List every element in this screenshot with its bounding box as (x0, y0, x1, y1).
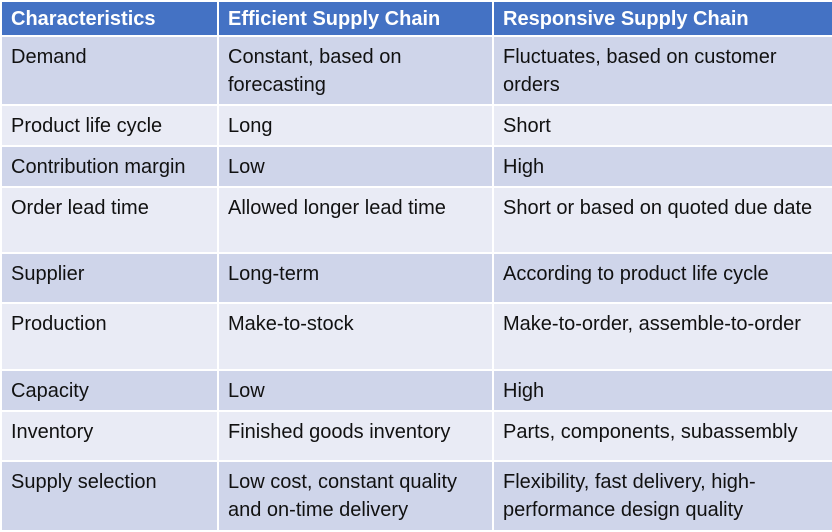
header-row: Characteristics Efficient Supply Chain R… (0, 0, 832, 37)
header-characteristics: Characteristics (0, 0, 219, 37)
cell-characteristic: Order lead time (0, 186, 219, 254)
cell-efficient: Low (217, 369, 494, 412)
cell-responsive: Make-to-order, assemble-to-order (492, 302, 832, 371)
cell-characteristic: Product life cycle (0, 104, 219, 147)
cell-efficient: Make-to-stock (217, 302, 494, 371)
table-row: Product life cycle Long Short (0, 104, 832, 147)
table-row: Supply selection Low cost, constant qual… (0, 460, 832, 532)
cell-efficient: Allowed longer lead time (217, 186, 494, 254)
cell-characteristic: Supplier (0, 252, 219, 304)
table-row: Production Make-to-stock Make-to-order, … (0, 302, 832, 371)
table-body: Demand Constant, based on forecasting Fl… (0, 35, 832, 532)
cell-characteristic: Production (0, 302, 219, 371)
header-responsive-supply-chain: Responsive Supply Chain (492, 0, 832, 37)
table-row: Capacity Low High (0, 369, 832, 412)
cell-responsive: High (492, 369, 832, 412)
table-row: Order lead time Allowed longer lead time… (0, 186, 832, 254)
cell-responsive: According to product life cycle (492, 252, 832, 304)
cell-characteristic: Demand (0, 35, 219, 106)
cell-efficient: Low (217, 145, 494, 188)
cell-characteristic: Capacity (0, 369, 219, 412)
table-row: Supplier Long-term According to product … (0, 252, 832, 304)
header-efficient-supply-chain: Efficient Supply Chain (217, 0, 494, 37)
cell-efficient: Long-term (217, 252, 494, 304)
cell-characteristic: Contribution margin (0, 145, 219, 188)
cell-characteristic: Supply selection (0, 460, 219, 532)
table-row: Contribution margin Low High (0, 145, 832, 188)
cell-efficient: Low cost, constant quality and on-time d… (217, 460, 494, 532)
cell-responsive: Parts, components, subassembly (492, 410, 832, 462)
table-row: Inventory Finished goods inventory Parts… (0, 410, 832, 462)
table-row: Demand Constant, based on forecasting Fl… (0, 35, 832, 106)
table-header: Characteristics Efficient Supply Chain R… (0, 0, 832, 37)
cell-responsive: Short or based on quoted due date (492, 186, 832, 254)
cell-efficient: Long (217, 104, 494, 147)
cell-responsive: Short (492, 104, 832, 147)
cell-responsive: High (492, 145, 832, 188)
cell-responsive: Flexibility, fast delivery, high-perform… (492, 460, 832, 532)
cell-efficient: Finished goods inventory (217, 410, 494, 462)
cell-characteristic: Inventory (0, 410, 219, 462)
cell-responsive: Fluctuates, based on customer orders (492, 35, 832, 106)
cell-efficient: Constant, based on forecasting (217, 35, 494, 106)
